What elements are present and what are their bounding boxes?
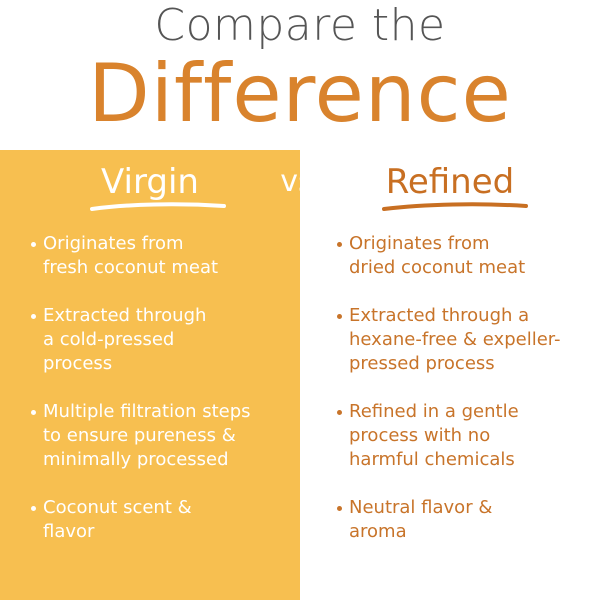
item-line: Refined in a gentle (349, 401, 519, 422)
item-line: Extracted through (43, 305, 207, 326)
item-line: Multiple filtration steps (43, 401, 251, 422)
item-line: fresh coconut meat (43, 257, 219, 278)
list-item: Neutral flavor & aroma (334, 496, 492, 544)
list-item: Originates from fresh coconut meat (28, 232, 218, 280)
item-line: harmful chemicals (349, 449, 515, 470)
title-line-2: Difference (88, 47, 512, 140)
bullet (337, 506, 342, 511)
item-line: flavor (43, 521, 95, 542)
item-line: Neutral flavor & (349, 497, 493, 518)
refined-underline (382, 202, 528, 211)
list-item: Multiple filtration steps to ensure puren… (28, 400, 251, 472)
refined-heading: Refined (385, 162, 515, 202)
item-line: pressed process (349, 353, 495, 374)
virgin-heading: Virgin (101, 162, 199, 202)
item-line: minimally processed (43, 449, 229, 470)
list-item: Originates from dried coconut meat (334, 232, 525, 280)
item-line: process with no (349, 425, 491, 446)
list-item: Coconut scent & flavor (28, 496, 192, 544)
title-line-1: Compare the (154, 0, 446, 51)
item-line: aroma (349, 521, 407, 542)
list-item: Refined in a gentle process with no harmfu… (334, 400, 519, 472)
item-line: to ensure pureness & (43, 425, 236, 446)
item-line: dried coconut meat (349, 257, 526, 278)
list-item: Extracted through a cold-pressed process (28, 304, 206, 376)
item-line: a cold-pressed (43, 329, 175, 350)
bullet (31, 506, 36, 511)
bullet (31, 410, 36, 415)
bullet (337, 242, 342, 247)
list-item: Extracted through a hexane-free & expelle… (334, 304, 561, 376)
virgin-underline (90, 202, 226, 211)
virgin-panel (0, 150, 300, 600)
item-line: Originates from (43, 233, 184, 254)
vs-label: vs (280, 164, 314, 199)
bullet (31, 314, 36, 319)
item-line: Originates from (349, 233, 490, 254)
bullet (31, 242, 36, 247)
bullet (337, 314, 342, 319)
item-line: Extracted through a (349, 305, 530, 326)
item-line: Coconut scent & (43, 497, 192, 518)
item-line: hexane-free & expeller- (349, 329, 561, 350)
bullet (337, 410, 342, 415)
item-line: process (43, 353, 113, 374)
